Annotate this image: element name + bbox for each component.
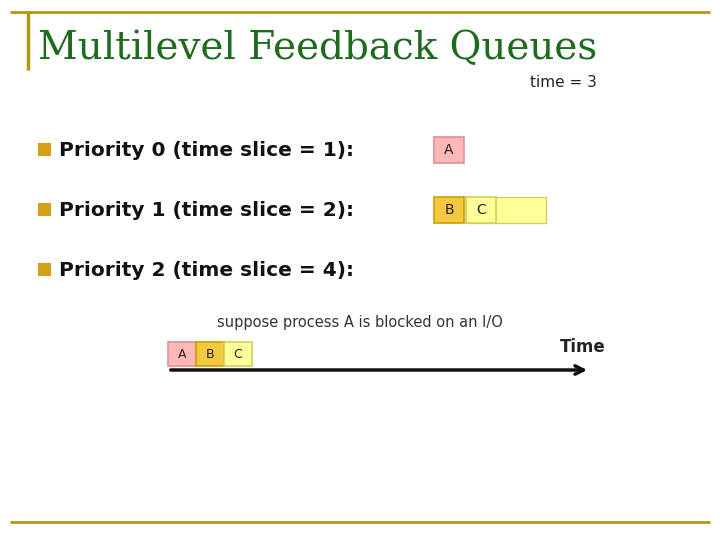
Text: suppose process A is blocked on an I/O: suppose process A is blocked on an I/O	[217, 314, 503, 329]
Bar	[466, 197, 546, 223]
Bar	[434, 137, 464, 163]
Bar	[466, 197, 496, 223]
Text: time = 3: time = 3	[530, 75, 597, 90]
Text: Priority 2 (time slice = 4):: Priority 2 (time slice = 4):	[59, 260, 354, 280]
Bar	[38, 263, 51, 276]
Bar	[38, 143, 51, 156]
Text: C: C	[233, 348, 243, 361]
Text: C: C	[476, 203, 486, 217]
Text: B: B	[444, 203, 454, 217]
Text: Time: Time	[560, 338, 606, 356]
Text: Priority 0 (time slice = 1):: Priority 0 (time slice = 1):	[59, 140, 354, 159]
Text: A: A	[178, 348, 186, 361]
Text: A: A	[444, 143, 454, 157]
Text: Multilevel Feedback Queues: Multilevel Feedback Queues	[38, 30, 598, 67]
Bar	[38, 203, 51, 216]
Bar	[434, 197, 464, 223]
Bar	[196, 342, 224, 366]
Bar	[168, 342, 196, 366]
Text: B: B	[206, 348, 215, 361]
Text: Priority 1 (time slice = 2):: Priority 1 (time slice = 2):	[59, 200, 354, 219]
Bar	[224, 342, 252, 366]
